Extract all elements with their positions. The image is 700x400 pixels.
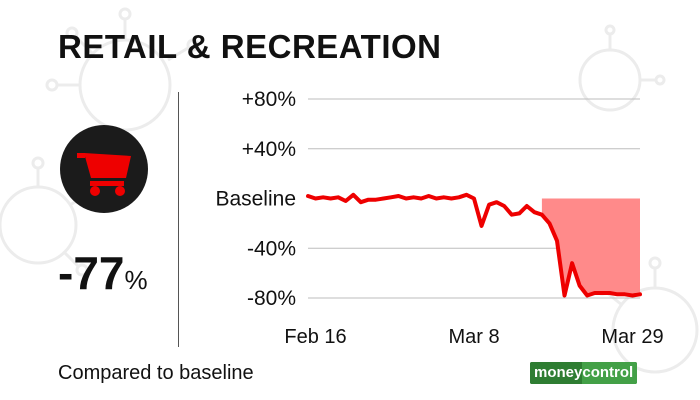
grid-lines	[308, 98, 640, 299]
brand-logo: money control	[530, 362, 638, 384]
y-tick-label: +40%	[242, 138, 296, 161]
x-tick-label: Feb 16	[284, 326, 346, 348]
summary-value: -77	[58, 247, 125, 299]
divider	[178, 92, 179, 347]
brand-part-2: control	[582, 362, 638, 384]
y-tick-label: -80%	[247, 287, 296, 310]
x-axis-ticks: Feb 16 Mar 8 Mar 29	[284, 326, 663, 348]
summary-change: -77%	[58, 246, 148, 300]
footnote: Compared to baseline	[58, 362, 254, 384]
summary-unit: %	[124, 265, 148, 295]
page-title: RETAIL & RECREATION	[58, 28, 442, 65]
x-tick-label: Mar 29	[601, 326, 663, 348]
y-tick-label: -40%	[247, 237, 296, 260]
shopping-cart-icon	[77, 153, 131, 196]
series-line	[306, 192, 642, 298]
category-badge	[60, 125, 148, 213]
brand-part-1: money	[530, 362, 583, 384]
x-tick-label: Mar 8	[448, 326, 499, 348]
below-baseline-area	[541, 198, 640, 296]
y-tick-label: Baseline	[215, 188, 296, 211]
y-tick-label: +80%	[242, 88, 296, 111]
y-axis-ticks: +80% +40% Baseline -40% -80%	[215, 88, 296, 310]
